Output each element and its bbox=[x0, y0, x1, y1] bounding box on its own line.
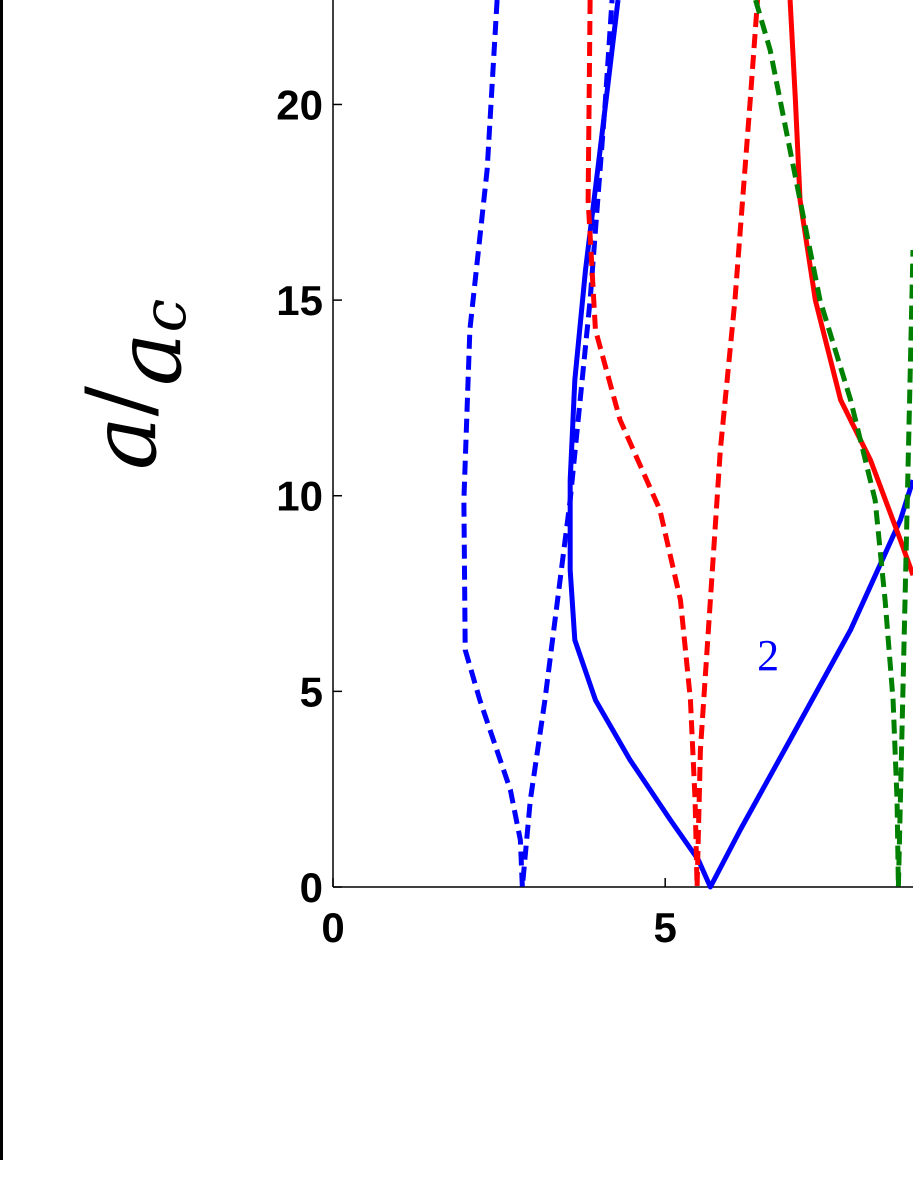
data-line bbox=[461, 0, 615, 890]
y-tick-label: 20 bbox=[276, 81, 323, 128]
data-line bbox=[787, 0, 913, 577]
x-tick-label: 0 bbox=[321, 904, 344, 951]
data-line bbox=[567, 0, 913, 890]
y-tick-label: 0 bbox=[300, 864, 323, 911]
y-label-slash: / bbox=[67, 385, 172, 416]
y-label-denominator: a bbox=[97, 332, 202, 386]
y-tick-label: 10 bbox=[276, 473, 323, 520]
annotation: 2 bbox=[757, 631, 779, 680]
y-label-subscript: c bbox=[130, 299, 200, 333]
y-tick-label: 15 bbox=[276, 277, 323, 324]
y-axis-label: a/ac bbox=[67, 299, 202, 470]
y-tick-label: 5 bbox=[300, 668, 323, 715]
data-line bbox=[585, 0, 761, 890]
x-tick-label: 5 bbox=[654, 904, 677, 951]
y-label-numerator: a bbox=[72, 416, 177, 470]
data-line bbox=[753, 0, 913, 890]
